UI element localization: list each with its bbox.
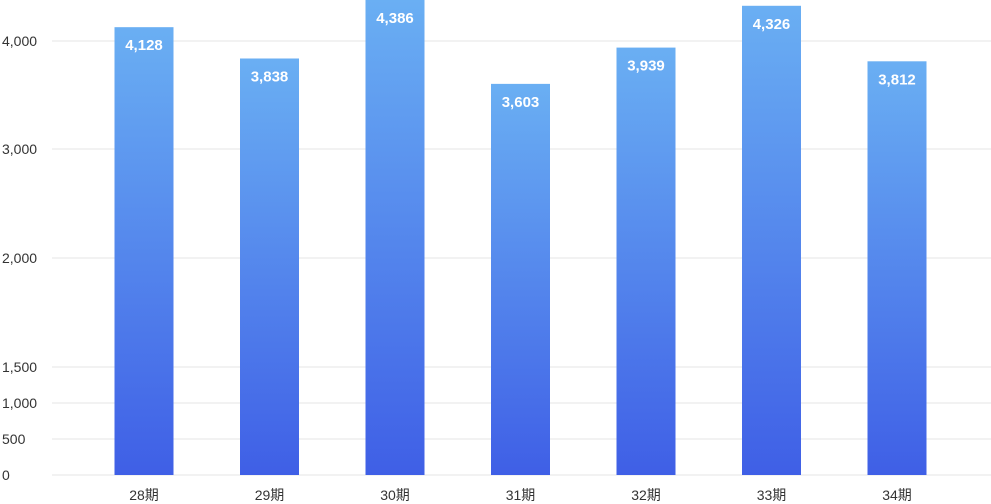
bars [114, 0, 927, 476]
y-axis-ticks: 0 500 1,000 1,500 2,000 3,000 4,000 [2, 33, 37, 483]
y-tick-label: 0 [2, 467, 10, 483]
bar [240, 58, 299, 475]
y-tick-label: 1,500 [2, 359, 37, 375]
x-category-label: 32期 [631, 487, 661, 503]
bar [365, 0, 425, 475]
bar [491, 83, 550, 475]
data-label: 3,838 [251, 68, 289, 85]
y-tick-label: 3,000 [2, 141, 37, 157]
data-label: 4,386 [376, 10, 414, 27]
y-tick-label: 1,000 [2, 395, 37, 411]
y-tick-label: 2,000 [2, 250, 37, 266]
y-tick-label: 500 [2, 431, 26, 447]
data-label: 3,603 [502, 94, 540, 111]
x-category-label: 29期 [255, 487, 285, 503]
bar [114, 27, 174, 476]
bar [742, 5, 801, 476]
bar [867, 61, 927, 475]
x-category-label: 34期 [882, 487, 912, 503]
bar [616, 47, 676, 475]
x-category-label: 33期 [757, 487, 787, 503]
data-label: 4,326 [753, 16, 791, 33]
x-axis-categories: 28期 29期 30期 31期 32期 33期 34期 [129, 487, 912, 503]
y-tick-label: 4,000 [2, 33, 37, 49]
x-category-label: 30期 [380, 487, 410, 503]
x-category-label: 28期 [129, 487, 159, 503]
data-label: 3,939 [627, 58, 665, 75]
x-category-label: 31期 [506, 487, 536, 503]
data-label: 4,128 [125, 37, 163, 54]
data-labels: 4,128 3,838 4,386 3,603 3,939 4,326 3,812 [125, 10, 916, 111]
data-label: 3,812 [878, 71, 916, 88]
